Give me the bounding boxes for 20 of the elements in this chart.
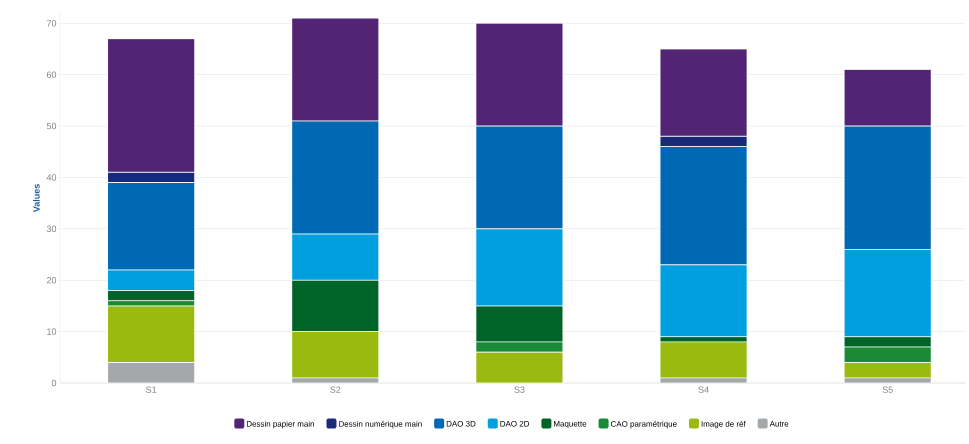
y-tick-label: 70 <box>46 20 56 26</box>
y-tick-label: 10 <box>47 328 56 335</box>
x-tick-label: S4 <box>698 386 709 393</box>
bar <box>844 362 932 378</box>
y-axis-title: Values <box>33 184 40 212</box>
y-tick-label: 30 <box>46 226 56 232</box>
bar <box>107 362 196 383</box>
y-tick-label: 50 <box>46 122 56 130</box>
x-tick-label: S1 <box>146 386 156 393</box>
bar <box>291 331 380 378</box>
y-tick-label: 60 <box>46 71 56 78</box>
bar <box>107 306 196 363</box>
y-tick-label: 40 <box>46 174 56 181</box>
bar <box>476 352 564 383</box>
x-tick-label: S2 <box>330 386 340 393</box>
bar <box>660 341 748 378</box>
y-tick-label: 20 <box>46 277 56 284</box>
x-tick-label: S3 <box>514 386 524 393</box>
x-tick-label: S5 <box>882 386 893 393</box>
y-tick-label: 0 <box>52 380 56 386</box>
